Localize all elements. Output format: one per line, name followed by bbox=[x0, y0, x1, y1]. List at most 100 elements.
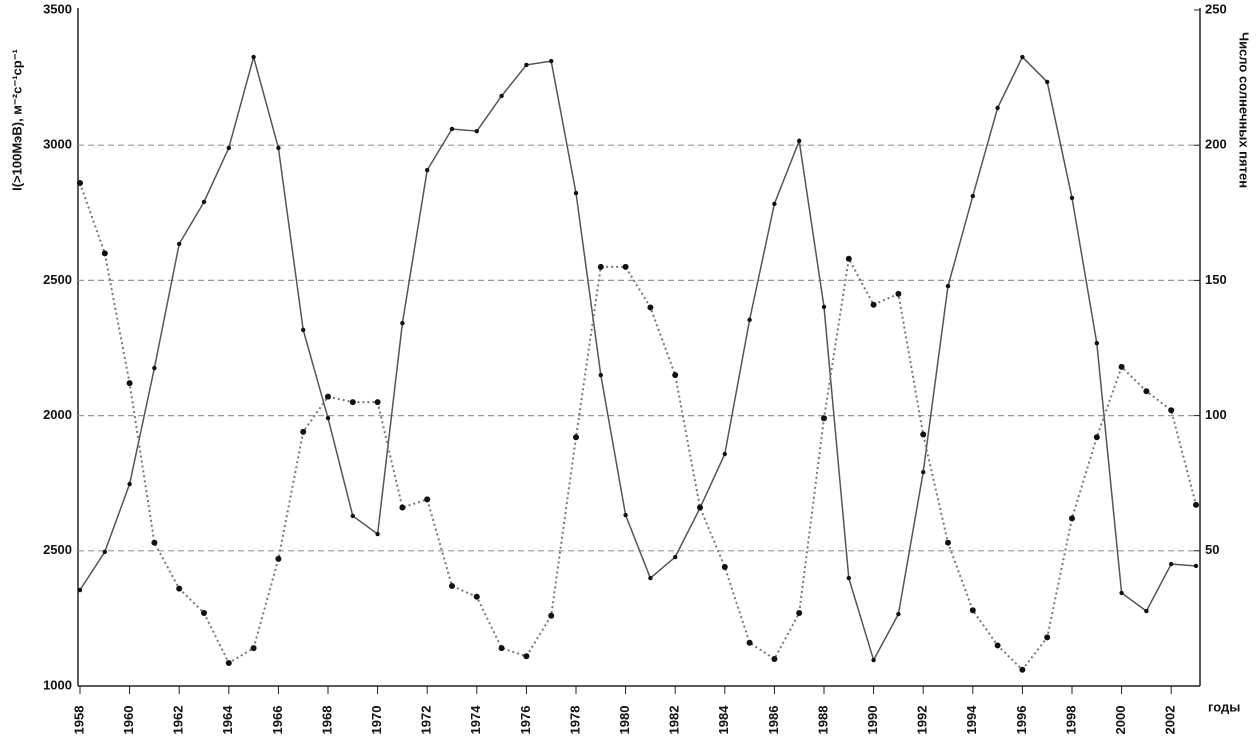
data-point bbox=[1144, 608, 1149, 614]
y2-tick-label: 50 bbox=[1205, 542, 1219, 557]
data-point bbox=[523, 653, 530, 660]
y2-tick-label: 150 bbox=[1205, 272, 1227, 287]
data-point bbox=[349, 399, 356, 406]
data-point bbox=[276, 145, 281, 151]
data-point bbox=[473, 593, 480, 600]
data-point bbox=[1069, 515, 1075, 522]
data-point bbox=[499, 93, 504, 99]
data-point bbox=[1193, 501, 1199, 508]
data-point bbox=[1118, 363, 1125, 370]
data-point bbox=[1093, 434, 1100, 441]
data-point bbox=[524, 62, 529, 68]
data-point bbox=[325, 393, 331, 400]
y-tick-label: 1000 bbox=[43, 677, 72, 692]
x-tick-label: 1998 bbox=[1063, 706, 1078, 735]
data-point bbox=[1143, 388, 1150, 395]
data-point bbox=[697, 504, 703, 511]
data-point bbox=[1045, 79, 1050, 85]
data-point bbox=[399, 504, 406, 511]
data-point bbox=[152, 365, 157, 371]
x-tick-label: 2002 bbox=[1163, 706, 1178, 735]
data-point bbox=[226, 145, 231, 151]
x-tick-label: 1984 bbox=[716, 705, 731, 735]
data-point bbox=[449, 126, 455, 132]
data-point bbox=[374, 399, 381, 406]
data-point bbox=[126, 380, 133, 387]
data-point bbox=[424, 496, 431, 503]
data-point bbox=[623, 512, 628, 518]
data-point bbox=[597, 263, 604, 270]
data-point bbox=[871, 657, 876, 663]
x-tick-label: 1986 bbox=[766, 706, 781, 735]
data-point bbox=[102, 549, 108, 555]
data-point bbox=[845, 255, 852, 262]
data-point bbox=[870, 301, 877, 308]
x-tick-label: 1966 bbox=[270, 706, 285, 735]
data-point bbox=[896, 611, 901, 617]
data-point bbox=[101, 250, 108, 257]
x-tick-label: 1982 bbox=[667, 706, 682, 735]
data-point bbox=[548, 612, 555, 619]
data-point bbox=[151, 539, 158, 546]
x-tick-label: 1990 bbox=[865, 706, 880, 735]
data-point bbox=[796, 609, 803, 616]
data-point bbox=[1119, 590, 1124, 596]
x-tick-label: 1996 bbox=[1014, 706, 1029, 735]
series-line bbox=[79, 54, 1197, 662]
data-point bbox=[498, 645, 505, 652]
data-point bbox=[920, 431, 927, 438]
data-point bbox=[746, 639, 753, 646]
data-point bbox=[301, 327, 306, 333]
data-point bbox=[821, 415, 827, 422]
data-point bbox=[1069, 195, 1075, 201]
data-point bbox=[1169, 561, 1174, 567]
x-tick-label: 1960 bbox=[121, 706, 136, 735]
data-point bbox=[127, 481, 132, 487]
data-point bbox=[772, 201, 777, 207]
data-point bbox=[400, 320, 405, 326]
data-point bbox=[647, 304, 654, 311]
data-point bbox=[1019, 666, 1026, 673]
y2-tick-label: 250 bbox=[1205, 1, 1227, 16]
data-point bbox=[994, 642, 1001, 649]
x-tick-label: 1972 bbox=[419, 706, 434, 735]
data-point bbox=[945, 283, 951, 289]
data-point bbox=[573, 190, 579, 196]
data-point bbox=[1094, 340, 1100, 346]
data-point bbox=[275, 555, 282, 562]
x-tick-label: 1974 bbox=[468, 705, 483, 735]
x-tick-label: 1988 bbox=[815, 706, 830, 735]
data-point bbox=[648, 575, 653, 581]
data-point bbox=[969, 607, 976, 614]
data-point bbox=[970, 193, 975, 199]
data-point bbox=[672, 372, 679, 379]
x-tick-label: 1980 bbox=[617, 706, 632, 735]
data-point bbox=[747, 317, 752, 323]
data-point bbox=[425, 167, 430, 173]
y-tick-label: 3500 bbox=[43, 1, 72, 16]
data-point bbox=[77, 587, 83, 593]
y-tick-label: 2000 bbox=[43, 407, 72, 422]
x-tick-label: 1978 bbox=[567, 706, 582, 735]
data-point bbox=[721, 564, 728, 571]
y2-tick-label: 200 bbox=[1205, 137, 1227, 152]
data-point bbox=[375, 531, 380, 537]
y-axis-label: I(>100МэВ), м⁻²с⁻¹ср⁻¹ bbox=[9, 49, 24, 191]
y2-tick-label: 100 bbox=[1205, 407, 1227, 422]
x-tick-label: 1962 bbox=[171, 706, 186, 735]
y2-axis-label: Число солнечных пятен bbox=[1237, 32, 1252, 188]
x-axis-label: годы bbox=[1208, 699, 1240, 714]
series-line bbox=[79, 182, 1197, 672]
data-point bbox=[251, 54, 256, 60]
data-point bbox=[846, 575, 851, 581]
data-point bbox=[549, 58, 554, 64]
data-point bbox=[201, 199, 207, 205]
y-tick-label: 3000 bbox=[43, 137, 72, 152]
data-point bbox=[921, 469, 926, 475]
data-point bbox=[598, 372, 603, 378]
data-point bbox=[1168, 407, 1175, 414]
data-point bbox=[350, 513, 355, 519]
data-point bbox=[177, 241, 182, 247]
data-point bbox=[945, 539, 951, 546]
